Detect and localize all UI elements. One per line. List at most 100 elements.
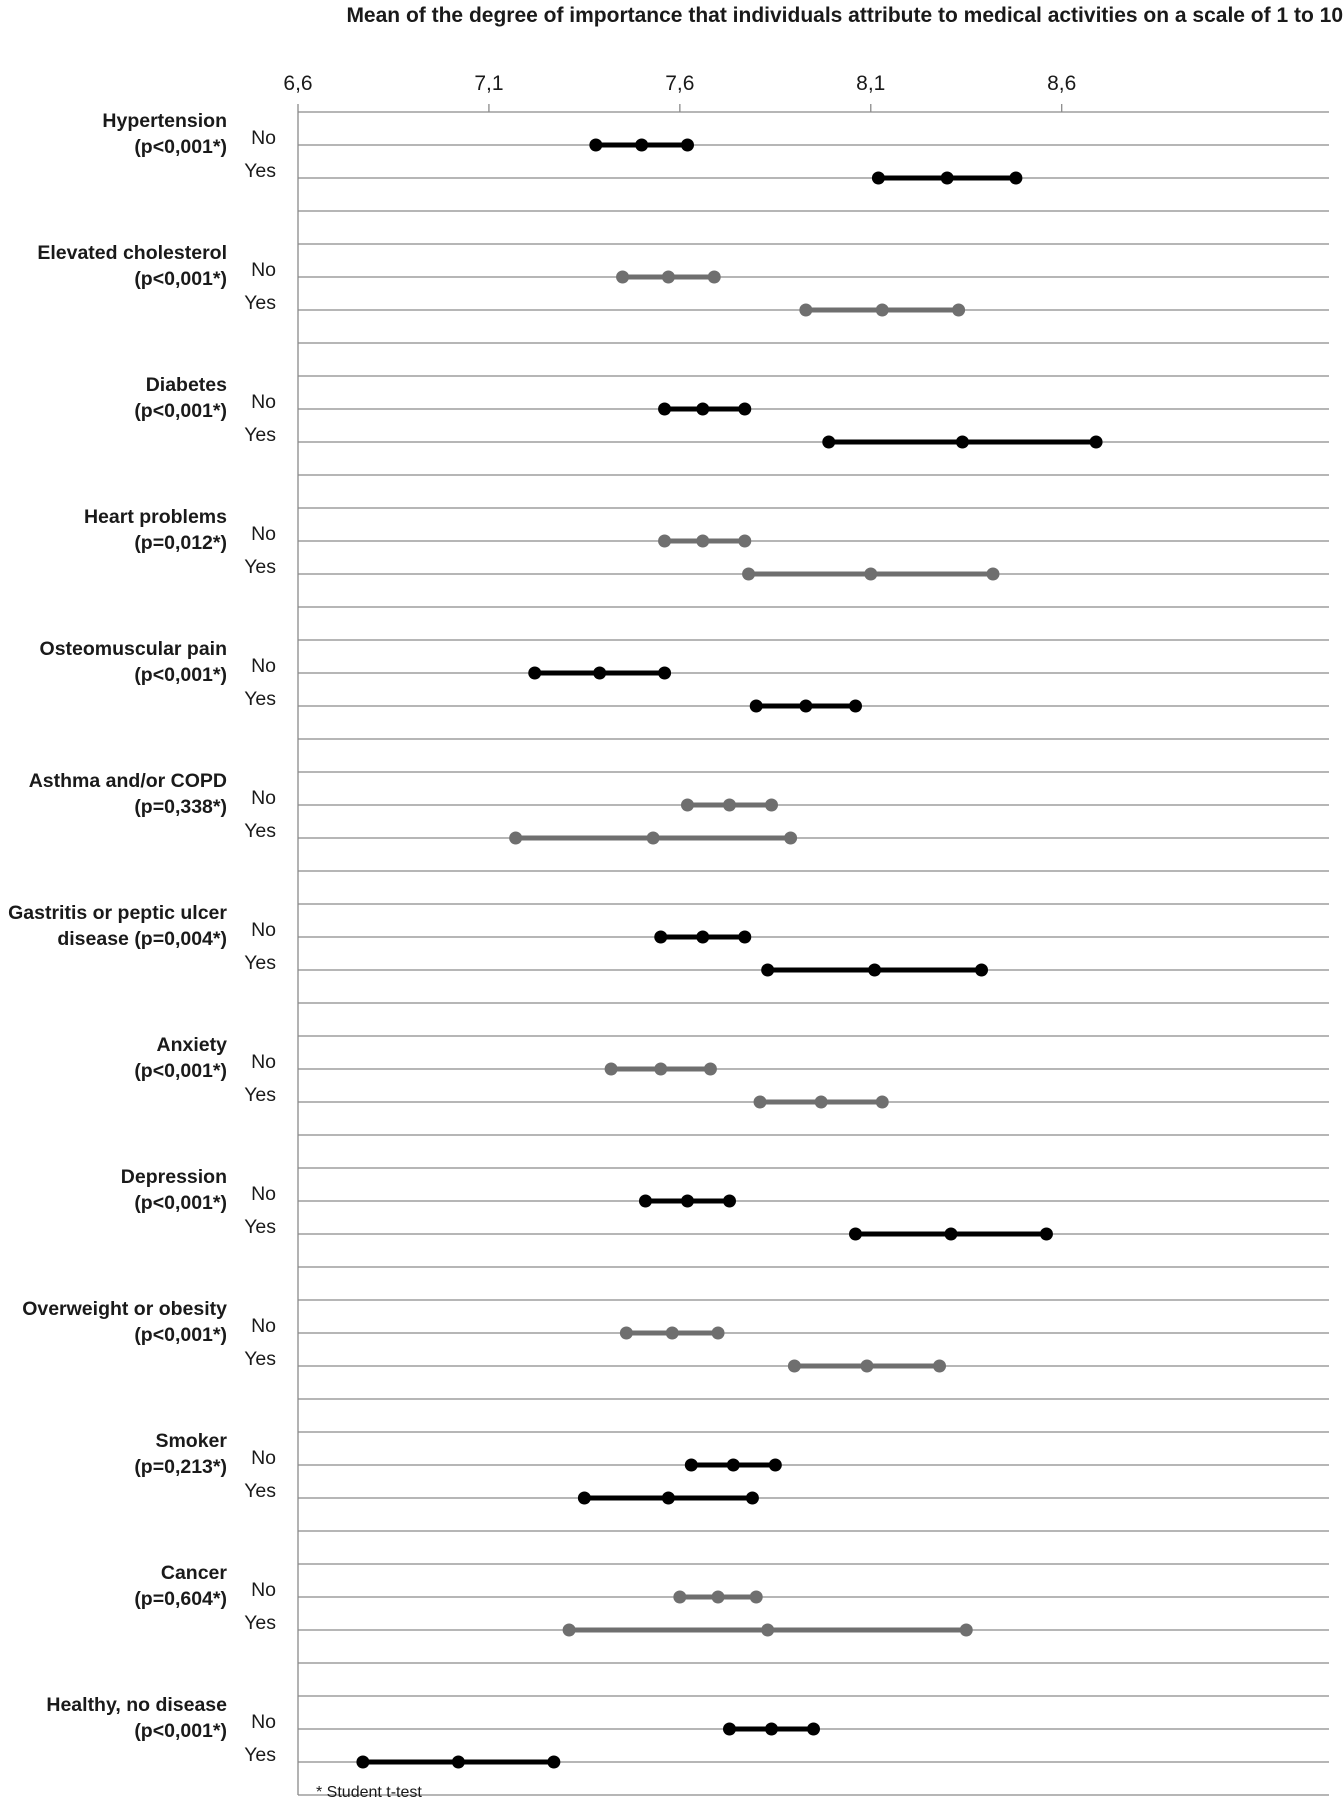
mean-point (680, 1194, 694, 1208)
row-label-yes: Yes (244, 424, 276, 446)
row-label-yes: Yes (244, 556, 276, 578)
range-low-point (658, 534, 672, 548)
row-label-no: No (251, 1315, 276, 1337)
range-low-point (799, 303, 813, 317)
range-high-point (986, 567, 1000, 581)
range-low-point (849, 1227, 863, 1241)
row-label-yes: Yes (244, 952, 276, 974)
x-tick-label: 6,6 (283, 72, 312, 95)
range-low-point (589, 138, 603, 152)
row-label-no: No (251, 1447, 276, 1469)
mean-point (711, 1590, 725, 1604)
mean-point (868, 963, 882, 977)
range-low-point (684, 1458, 698, 1472)
category-label: Gastritis or peptic ulcer (8, 902, 227, 924)
category-label: Diabetes (146, 374, 227, 396)
range-low-point (509, 831, 523, 845)
range-low-point (616, 270, 630, 284)
mean-point (799, 699, 813, 713)
range-low-point (822, 435, 836, 449)
range-low-point (749, 699, 763, 713)
mean-point (860, 1359, 874, 1373)
range-low-point (871, 171, 885, 185)
row-label-no: No (251, 655, 276, 677)
row-label-yes: Yes (244, 820, 276, 842)
range-low-point (562, 1623, 576, 1637)
mean-point (875, 303, 889, 317)
row-label-no: No (251, 391, 276, 413)
range-low-point (673, 1590, 687, 1604)
range-low-point (528, 666, 542, 680)
row-label-yes: Yes (244, 1348, 276, 1370)
row-label-yes: Yes (244, 1612, 276, 1634)
category-label: (p<0,001*) (134, 664, 227, 686)
row-label-no: No (251, 919, 276, 941)
range-high-point (875, 1095, 889, 1109)
category-label: (p<0,001*) (134, 1060, 227, 1082)
category-label: Heart problems (84, 506, 227, 528)
mean-point (761, 1623, 775, 1637)
range-high-point (975, 963, 989, 977)
category-label: Osteomuscular pain (40, 638, 227, 660)
category-label: Hypertension (102, 110, 227, 132)
range-high-point (738, 930, 752, 944)
range-high-point (764, 798, 778, 812)
range-low-point (638, 1194, 652, 1208)
range-high-point (933, 1359, 947, 1373)
range-low-point (753, 1095, 767, 1109)
mean-point (654, 1062, 668, 1076)
chart-title: Mean of the degree of importance that in… (346, 4, 1343, 27)
mean-point (661, 270, 675, 284)
category-label: (p<0,001*) (134, 1720, 227, 1742)
range-low-point (577, 1491, 591, 1505)
x-tick-label: 8,6 (1047, 72, 1076, 95)
category-label: Smoker (155, 1430, 227, 1452)
range-low-point (761, 963, 775, 977)
range-high-point (749, 1590, 763, 1604)
mean-point (696, 930, 710, 944)
range-high-point (959, 1623, 973, 1637)
mean-point (696, 534, 710, 548)
mean-point (864, 567, 878, 581)
category-label: Cancer (161, 1562, 228, 1584)
mean-point (665, 1326, 679, 1340)
category-label: Overweight or obesity (22, 1298, 227, 1320)
row-label-no: No (251, 1051, 276, 1073)
range-high-point (680, 138, 694, 152)
category-label: (p<0,001*) (134, 1192, 227, 1214)
category-label: (p=0,012*) (134, 532, 227, 554)
row-label-yes: Yes (244, 688, 276, 710)
category-label: (p=0,604*) (134, 1588, 227, 1610)
range-low-point (742, 567, 756, 581)
range-low-point (658, 402, 672, 416)
row-label-yes: Yes (244, 1216, 276, 1238)
range-low-point (680, 798, 694, 812)
range-high-point (849, 699, 863, 713)
row-label-no: No (251, 1579, 276, 1601)
category-label: (p=0,213*) (134, 1456, 227, 1478)
range-high-point (658, 666, 672, 680)
range-high-point (1039, 1227, 1053, 1241)
mean-point (722, 798, 736, 812)
mean-point (764, 1722, 778, 1736)
category-label: (p<0,001*) (134, 136, 227, 158)
category-label: (p<0,001*) (134, 400, 227, 422)
mean-point (646, 831, 660, 845)
range-high-point (722, 1194, 736, 1208)
row-label-yes: Yes (244, 1744, 276, 1766)
category-label: Asthma and/or COPD (29, 770, 227, 792)
mean-point (451, 1755, 465, 1769)
x-tick-label: 7,1 (474, 72, 503, 95)
range-high-point (547, 1755, 561, 1769)
mean-point (696, 402, 710, 416)
range-high-point (711, 1326, 725, 1340)
range-low-point (619, 1326, 633, 1340)
range-high-point (1009, 171, 1023, 185)
row-label-no: No (251, 787, 276, 809)
range-high-point (784, 831, 798, 845)
range-high-point (1089, 435, 1103, 449)
mean-point (726, 1458, 740, 1472)
category-label: Elevated cholesterol (37, 242, 227, 264)
row-label-no: No (251, 1183, 276, 1205)
